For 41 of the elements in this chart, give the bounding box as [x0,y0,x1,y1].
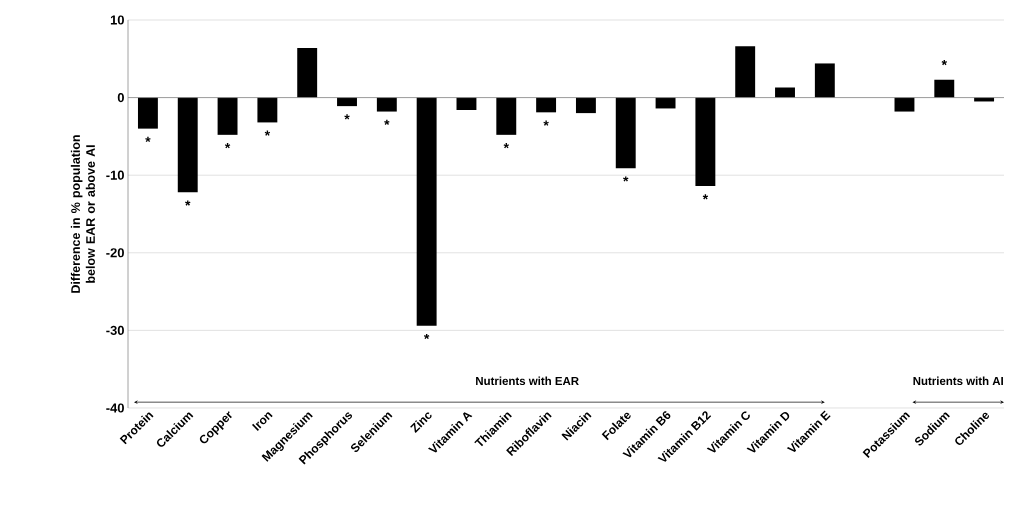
annotation: * [185,200,191,206]
annotation: * [344,114,350,120]
bar [655,97,676,109]
y-tick-label: 10 [110,15,124,25]
annotation: * [623,176,629,182]
annotation: * [543,120,549,126]
bar [536,97,557,113]
annotation: Nutrients with AI [913,376,1003,386]
annotation: * [941,59,947,66]
bar [775,87,795,98]
annotation: * [264,130,271,136]
bar [376,97,397,112]
annotation: Nutrients with EAR [476,376,579,386]
bar [894,97,915,112]
annotation: * [145,136,151,143]
bar [814,63,835,98]
bar [934,79,955,98]
bar [695,97,716,187]
annotation: * [224,143,231,149]
y-tick-label: -30 [106,325,124,335]
y-tick-label: -40 [106,403,124,413]
bar [297,47,318,98]
bar [416,97,437,326]
bar [615,97,636,169]
bar [177,97,198,193]
annotation: * [503,143,509,149]
bar [496,97,517,135]
bar [575,97,596,114]
annotation: * [384,119,390,125]
bar [257,97,278,123]
bar [337,97,357,107]
y-tick-label: -20 [106,248,124,258]
bar [217,97,238,135]
y-axis-title: Difference in % population below EAR or above AI [70,135,95,293]
annotation: * [423,333,430,340]
y-tick-label: -10 [106,170,124,180]
bar [735,46,756,98]
bar [137,97,158,129]
y-tick-label: 0 [117,93,124,103]
bar [456,97,477,111]
annotation: * [702,194,709,200]
